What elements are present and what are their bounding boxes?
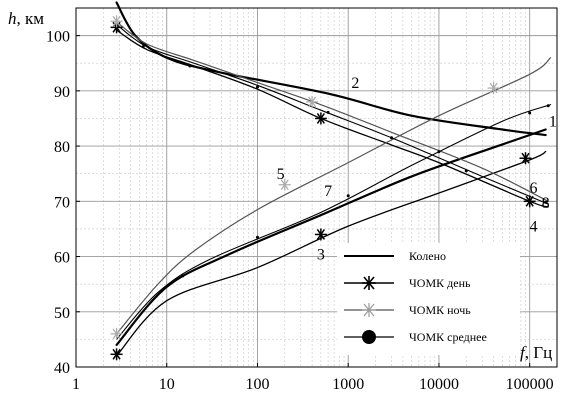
dot-marker [528, 111, 532, 115]
y-tick-label: 60 [54, 250, 70, 267]
plot-frame [75, 7, 558, 368]
star-marker [110, 348, 123, 361]
curve-label-8: 8 [542, 195, 550, 212]
curve-label-5: 5 [277, 166, 285, 183]
star-marker [278, 178, 291, 191]
dot-marker [181, 274, 185, 278]
dot-marker [141, 45, 145, 49]
x-tick-label: 10000 [419, 376, 459, 393]
series-knee-upper [115, 1, 547, 137]
series-night-lower [115, 57, 552, 335]
dot-marker [390, 136, 394, 140]
dot-marker [437, 150, 441, 154]
legend-label-mean: ЧОМК среднее [409, 330, 487, 344]
legend-star-night-icon [362, 303, 376, 317]
y-tick-label: 90 [54, 84, 70, 101]
star-marker [306, 95, 319, 108]
y-tick-label: 70 [54, 194, 70, 211]
curve-label-6: 6 [529, 180, 537, 197]
y-tick-label: 80 [54, 139, 70, 156]
series-mean-upper [116, 24, 549, 205]
y-tick-labels: 40 50 60 70 80 90 100 [46, 29, 80, 377]
curve-label-7: 7 [324, 183, 332, 200]
star-marker [110, 327, 123, 340]
dot-marker [346, 194, 350, 198]
x-axis-variable: f [520, 343, 527, 362]
legend-item-mean: ЧОМК среднее [344, 330, 487, 344]
legend-item-night: ЧОМК ночь [344, 303, 471, 317]
series-night-upper [115, 21, 549, 202]
x-tick-labels: 1 10 100 1000 10000 100000 [72, 363, 554, 393]
y-axis-title: h, км [8, 9, 44, 28]
star-marker [487, 82, 500, 95]
curve-number-labels: 1 2 3 4 5 6 7 8 [277, 75, 557, 263]
x-tick-label: 1 [72, 376, 80, 393]
star-marker [519, 152, 532, 165]
dot-marker [546, 104, 550, 108]
curve-label-1: 1 [549, 114, 557, 131]
x-axis-title: f, Гц [520, 343, 552, 362]
legend-item-day: ЧОМК день [344, 276, 471, 290]
star-marker [523, 195, 536, 208]
curve-label-4: 4 [529, 219, 537, 236]
y-tick-label: 50 [54, 305, 70, 322]
dot-marker [188, 64, 192, 68]
x-axis-unit: , Гц [525, 343, 552, 362]
legend-dot-mean-icon [362, 330, 376, 344]
x-tick-label: 100 [245, 376, 269, 393]
curve-label-2: 2 [351, 75, 359, 92]
star-marker [314, 228, 327, 241]
dot-marker [326, 110, 330, 114]
x-tick-label: 10 [159, 376, 175, 393]
dot-marker [255, 235, 259, 239]
series-knee-lower [115, 128, 547, 347]
legend-label-knee: Колено [409, 249, 446, 263]
x-tick-label: 100000 [506, 376, 554, 393]
x-tick-label: 1000 [332, 376, 364, 393]
legend-label-day: ЧОМК день [409, 276, 471, 290]
legend-item-knee: Колено [344, 249, 446, 263]
y-axis-variable: h [8, 9, 17, 28]
star-marker [110, 15, 123, 28]
series-mean-lower [116, 104, 552, 340]
y-tick-label: 100 [46, 29, 70, 46]
dot-marker [544, 200, 548, 204]
legend: Колено ЧОМК день ЧОМК ночь [337, 243, 520, 355]
dot-marker [255, 85, 259, 89]
chart-series [115, 1, 552, 357]
legend-label-night: ЧОМК ночь [409, 303, 471, 317]
y-tick-label: 40 [54, 360, 70, 377]
chart-markers [110, 15, 550, 361]
star-marker [314, 112, 327, 125]
y-axis-unit: , км [17, 9, 45, 28]
legend-star-day-icon [362, 276, 376, 290]
dot-marker [464, 169, 468, 173]
curve-label-3: 3 [317, 246, 325, 263]
